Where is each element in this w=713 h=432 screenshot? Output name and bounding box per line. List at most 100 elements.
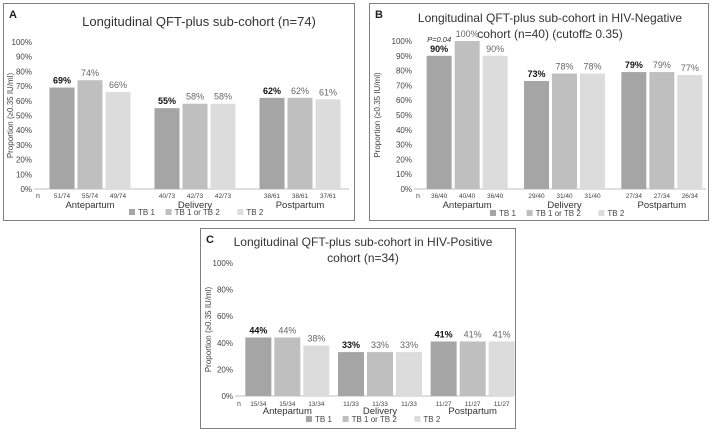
count-label: 42/73 [187, 193, 204, 200]
chart-title: Longitudinal QFT-plus sub-cohort in HIV-… [233, 235, 493, 265]
data-label: 38% [307, 333, 325, 343]
y-tick-label: 30% [16, 141, 32, 150]
legend-label: TB 1 [315, 415, 332, 424]
bar [274, 337, 301, 396]
bar [105, 91, 131, 189]
count-label: 11/33 [343, 401, 359, 408]
bar [77, 80, 103, 189]
data-label: 55% [158, 96, 176, 106]
count-label: 36/40 [431, 193, 448, 200]
data-label: 77% [681, 63, 699, 73]
y-tick-label: 60% [16, 97, 32, 106]
data-label: 33% [371, 340, 389, 350]
category-label: Antepartum [65, 200, 114, 211]
data-label: 79% [625, 60, 643, 70]
y-tick-label: 50% [16, 112, 32, 121]
panel-label: C [206, 234, 214, 246]
data-label: 62% [263, 86, 281, 96]
bar [210, 103, 236, 189]
count-label: 11/33 [372, 401, 388, 408]
data-label: 66% [109, 80, 127, 90]
y-tick-label: 0% [20, 185, 32, 194]
category-label: Delivery [547, 200, 582, 211]
y-tick-label: 0% [400, 185, 412, 194]
category-label: Postpartum [638, 200, 687, 211]
data-label: 58% [186, 92, 204, 102]
data-label: 58% [214, 92, 232, 102]
data-label: 73% [527, 69, 545, 79]
count-label: 11/27 [436, 401, 452, 408]
y-tick-label: 10% [16, 170, 32, 179]
count-label: 26/34 [682, 193, 699, 200]
data-label: 78% [583, 62, 601, 72]
y-axis-label: Proportion (≥0.35 IU/ml) [373, 72, 382, 158]
count-label: 49/74 [110, 193, 127, 200]
legend-label: TB 2 [607, 209, 624, 218]
y-tick-label: 90% [396, 52, 412, 61]
y-tick-label: 90% [16, 53, 32, 62]
count-label: 40/73 [159, 193, 176, 200]
y-tick-label: 20% [217, 365, 233, 374]
legend-label: TB 1 [138, 208, 155, 217]
data-label: 78% [555, 62, 573, 72]
chart-b-svg: 0% 10% 20% 30% 40% 50% 60% 70% 80% 90% 100% Proport… [373, 29, 706, 218]
bar [488, 341, 515, 396]
bar [524, 80, 549, 189]
legend-label: TB 1 or TB 2 [352, 415, 398, 424]
bar [649, 72, 675, 189]
bar [315, 99, 341, 189]
y-tick-label: 0% [221, 392, 233, 401]
y-tick-label: 70% [396, 81, 412, 90]
bar [459, 341, 486, 396]
data-label: 44% [278, 325, 296, 335]
count-label: 13/34 [308, 401, 325, 408]
panel-label: B [375, 9, 383, 21]
category-label: Delivery [363, 406, 398, 417]
n-label: n [36, 193, 40, 200]
bar [621, 72, 647, 189]
category-label: Antepartum [263, 406, 312, 417]
panel-c: C Longitudinal QFT-plus sub-cohort in HI… [200, 228, 516, 429]
panel-b: B Longitudinal QFT-plus sub-cohort in HI… [369, 3, 709, 221]
y-tick-label: 20% [396, 155, 412, 164]
y-axis-label: Proportion (≥0.35 IU/ml) [6, 73, 15, 159]
bar [259, 97, 285, 189]
bar [677, 75, 703, 189]
y-tick-label: 100% [392, 37, 412, 46]
bar [245, 337, 272, 396]
count-label: 27/34 [626, 193, 643, 200]
y-tick-label: 10% [396, 170, 412, 179]
count-label: 15/34 [279, 401, 296, 408]
bar [396, 352, 422, 396]
count-label: 29/40 [528, 193, 545, 200]
data-label: 69% [53, 76, 71, 86]
chart-c-svg: 0% 20% 40% 60% 80% 100% Proportion (≥0.35 IU/m… [204, 259, 515, 424]
data-label: 41% [493, 329, 511, 339]
y-tick-label: 50% [396, 111, 412, 120]
legend-swatch [342, 416, 349, 422]
bar [287, 97, 313, 189]
legend-label: TB 1 or TB 2 [175, 208, 221, 217]
count-label: 55/74 [82, 193, 99, 200]
legend-label: TB 2 [246, 208, 263, 217]
data-label: 74% [81, 68, 99, 78]
category-label: Postpartum [448, 406, 497, 417]
legend-label: TB 1 or TB 2 [536, 209, 582, 218]
legend-swatch [237, 209, 244, 215]
bar [303, 345, 330, 396]
count-label: 42/73 [215, 193, 232, 200]
y-tick-label: 100% [12, 38, 32, 47]
y-tick-label: 40% [396, 126, 412, 135]
data-label: 100% [456, 29, 479, 39]
count-label: 38/61 [264, 193, 281, 200]
data-label: 33% [400, 340, 418, 350]
legend-swatch [490, 210, 496, 216]
count-label: 31/40 [556, 193, 573, 200]
data-label: 33% [342, 340, 360, 350]
panel-a: A Longitudinal QFT-plus sub-cohort (n=74… [3, 3, 355, 221]
y-tick-label: 80% [396, 67, 412, 76]
count-label: 51/74 [54, 193, 71, 200]
y-tick-label: 80% [16, 67, 32, 76]
n-label: n [416, 193, 420, 200]
panel-label: A [9, 9, 17, 21]
